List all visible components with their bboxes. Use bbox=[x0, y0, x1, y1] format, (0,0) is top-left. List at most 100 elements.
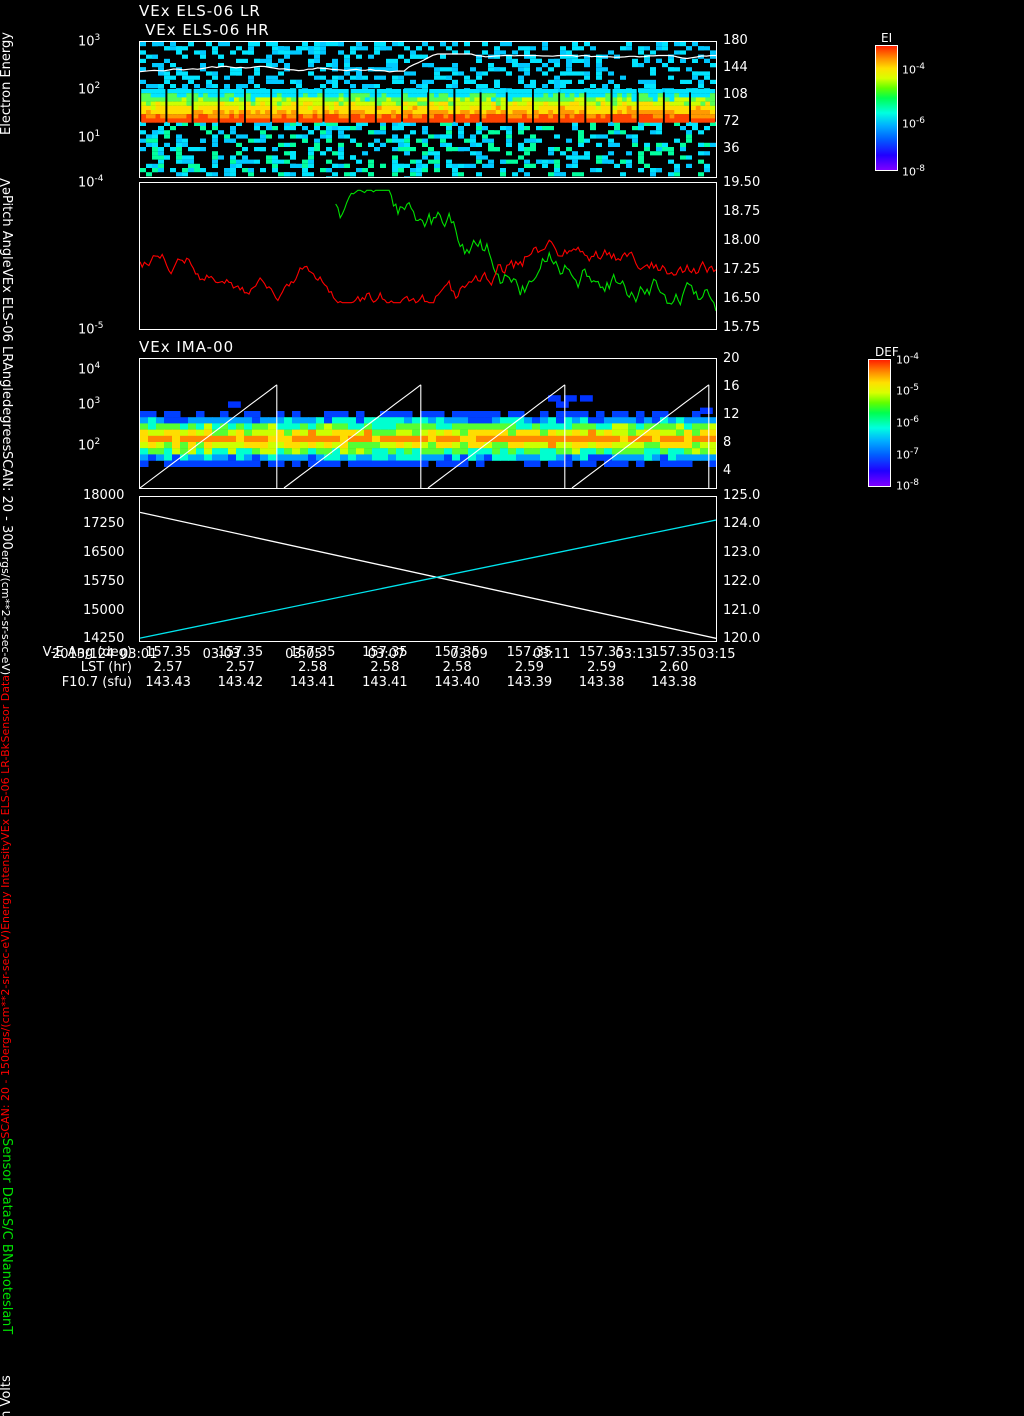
ima-spectrogram-plot[interactable] bbox=[139, 358, 717, 489]
panel2-rtick-3: 17.25 bbox=[723, 262, 761, 277]
panel1-right-label-angle: Angle bbox=[0, 362, 14, 400]
panel3-cbar-tick-4: 10-8 bbox=[896, 478, 919, 493]
panel1-colorbar-title: EI bbox=[881, 31, 893, 45]
panel3-cbar-tick-1: 10-5 bbox=[896, 383, 919, 398]
ima-spectrogram-canvas bbox=[140, 359, 716, 488]
panel3-colorbar-title: DEF bbox=[875, 345, 899, 359]
meta-cell: 157.35 bbox=[289, 645, 336, 660]
meta-cell: 2.59 bbox=[587, 660, 617, 675]
panel4-rtick-4: 121.0 bbox=[723, 603, 761, 618]
meta-row: V-E Ang (deg) 157.35 157.35 157.35 157.35 157… bbox=[8, 645, 710, 660]
panel2-right-label-nanotesla: Nanotesla bbox=[0, 1252, 14, 1319]
panel2-left-label-src: VEx ELS-06 LR-Bk bbox=[0, 742, 12, 840]
x-axis-date-label: 2013/124 bbox=[52, 647, 115, 662]
meta-cell: 2.59 bbox=[514, 660, 544, 675]
panel1-colorbar bbox=[875, 45, 898, 171]
altitude-sza-canvas bbox=[140, 497, 716, 641]
panel2-left-label-unit: ergs/(cm**2-sr-sec-eV) bbox=[0, 929, 12, 1055]
panel1-rtick-2: 108 bbox=[723, 87, 748, 102]
panel1-right-label-degrees: degrees bbox=[0, 399, 14, 452]
meta-cell: 143.38 bbox=[578, 675, 625, 690]
x-tick-4: 03:09 bbox=[450, 647, 488, 662]
panel2-right-label-sc: S/C B bbox=[0, 1218, 14, 1253]
meta-cell: 143.38 bbox=[651, 675, 697, 690]
meta-cell: 143.40 bbox=[434, 675, 480, 690]
panel2-ytick-1: 10-5 bbox=[78, 321, 104, 338]
panel1-cbar-tick-1: 10-6 bbox=[902, 116, 925, 131]
panel1-title-hr: VEx ELS-06 HR bbox=[145, 21, 270, 39]
panel3-ytick-2: 102 bbox=[78, 437, 101, 454]
panel2-rtick-2: 18.00 bbox=[723, 233, 761, 248]
meta-cell: 2.58 bbox=[298, 660, 328, 675]
panel1-right-label-scan: SCAN: 20 - 300 bbox=[0, 451, 14, 551]
x-tick-1: 03:03 bbox=[202, 647, 241, 662]
panel4-ytick-5: 14250 bbox=[83, 631, 125, 646]
panel4-ytick-2: 16500 bbox=[83, 545, 125, 560]
panel3-colorbar bbox=[868, 359, 891, 487]
meta-cell: 143.41 bbox=[362, 675, 408, 690]
panel3-rtick-3: 8 bbox=[723, 435, 732, 450]
meta-cell: 157.35 bbox=[434, 645, 480, 660]
panel3-ytick-1: 103 bbox=[78, 396, 101, 413]
panel2-ytick-0: 10-4 bbox=[78, 174, 104, 191]
x-tick-7: 03:15 bbox=[698, 647, 736, 662]
panel1-ytick-1: 102 bbox=[78, 81, 101, 98]
panel4-ytick-1: 17250 bbox=[83, 516, 125, 531]
panel4-rtick-1: 124.0 bbox=[723, 516, 761, 531]
panel4-ytick-3: 15750 bbox=[83, 574, 125, 589]
panel1-cbar-tick-0: 10-4 bbox=[902, 62, 925, 77]
meta-cell: 2.58 bbox=[370, 660, 400, 675]
panel2-left-label-scan: SCAN: 20 - 150 bbox=[0, 1054, 12, 1139]
panel2-rtick-4: 16.50 bbox=[723, 291, 761, 306]
panel4-rtick-0: 125.0 bbox=[723, 488, 761, 503]
panel1-ylabel: Electron Energy bbox=[0, 32, 14, 135]
panel1-ytick-0: 103 bbox=[78, 33, 101, 50]
meta-cell: 157.35 bbox=[362, 645, 408, 660]
panel2-rtick-1: 18.75 bbox=[723, 204, 761, 219]
meta-cell: 143.42 bbox=[217, 675, 264, 690]
x-tick-5: 03:11 bbox=[532, 647, 571, 662]
els-spectrogram-plot[interactable] bbox=[139, 41, 717, 178]
panel3-rtick-2: 12 bbox=[723, 407, 740, 422]
panel1-rtick-0: 180 bbox=[723, 33, 748, 48]
altitude-sza-plot[interactable] bbox=[139, 496, 717, 642]
meta-cell: 2.57 bbox=[225, 660, 255, 675]
panel4-ytick-0: 18000 bbox=[83, 488, 125, 503]
panel3-cbar-tick-3: 10-7 bbox=[896, 447, 919, 462]
panel2-rtick-5: 15.75 bbox=[723, 320, 761, 335]
meta-cell: 143.39 bbox=[506, 675, 553, 690]
x-tick-3: 03:07 bbox=[367, 647, 406, 662]
meta-cell: 2.57 bbox=[153, 660, 183, 675]
meta-row-label: F10.7 (sfu) bbox=[61, 675, 132, 690]
panel1-cbar-tick-2: 10-8 bbox=[902, 164, 925, 179]
panel3-ylabel: Electron Volts bbox=[0, 1334, 14, 1416]
meta-cell: 2.60 bbox=[659, 660, 689, 675]
panel4-rtick-3: 122.0 bbox=[723, 574, 761, 589]
panel3-ytick-0: 104 bbox=[78, 361, 101, 378]
panel1-rtick-3: 72 bbox=[723, 114, 740, 129]
x-tick-0: 03:01 bbox=[120, 647, 158, 662]
els-spectrogram-canvas bbox=[140, 42, 716, 177]
x-tick-2: 03:05 bbox=[285, 647, 323, 662]
meta-row-label: LST (hr) bbox=[80, 660, 132, 675]
x-tick-6: 03:13 bbox=[615, 647, 653, 662]
panel3-rtick-4: 4 bbox=[723, 463, 732, 478]
meta-cell: 143.41 bbox=[289, 675, 336, 690]
panel1-rtick-1: 144 bbox=[723, 60, 748, 75]
panel1-rtick-4: 36 bbox=[723, 141, 740, 156]
meta-cell: 157.35 bbox=[217, 645, 264, 660]
panel2-right-label-nt: nT bbox=[0, 1318, 14, 1335]
meta-cell: 157.35 bbox=[578, 645, 625, 660]
panel4-ytick-4: 15000 bbox=[83, 603, 125, 618]
panel1-cbar-unit: ergs/(cm**2-sr-sec-eV) bbox=[0, 550, 12, 676]
intensity-bfield-canvas bbox=[140, 183, 716, 329]
panel1-title-lr: VEx ELS-06 LR bbox=[139, 2, 261, 20]
meta-cell: 157.35 bbox=[651, 645, 697, 660]
panel4-rtick-5: 120.0 bbox=[723, 631, 761, 646]
panel3-rtick-1: 16 bbox=[723, 379, 740, 394]
meta-cell: 157.35 bbox=[145, 645, 191, 660]
panel2-right-label-sensor: Sensor Data bbox=[0, 1138, 14, 1219]
panel2-rtick-0: 19.50 bbox=[723, 175, 761, 190]
meta-row: LST (hr) 2.57 2.57 2.58 2.58 2.58 2.59 2.59 2.60 bbox=[8, 660, 710, 675]
intensity-bfield-plot[interactable] bbox=[139, 182, 717, 330]
